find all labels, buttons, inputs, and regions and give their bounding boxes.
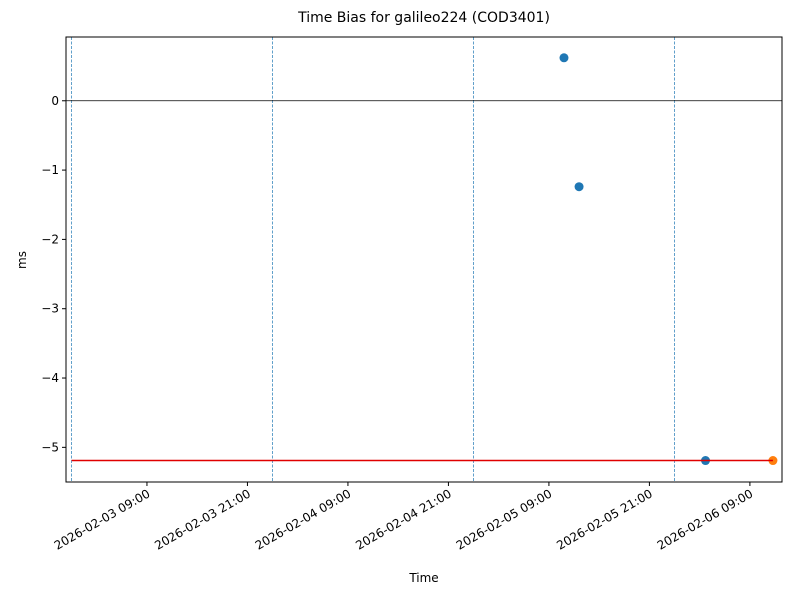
y-tick-label: −4 [41,371,59,385]
x-tick-label: 2026-02-04 21:00 [353,486,454,552]
y-tick-label: −3 [41,302,59,316]
y-tick-label: −1 [41,163,59,177]
chart-title: Time Bias for galileo224 (COD3401) [297,10,550,26]
x-tick-label: 2026-02-03 21:00 [152,486,253,552]
y-axis-label: ms [15,251,29,269]
y-tick-label: 0 [51,94,59,108]
plot-frame [65,36,783,483]
x-tick-label: 2026-02-05 09:00 [454,486,555,552]
x-tick-label: 2026-02-04 09:00 [253,486,354,552]
point [574,182,584,192]
y-tick-label: −5 [41,440,59,454]
x-tick-label: 2026-02-03 09:00 [52,486,153,552]
point [559,53,569,63]
x-axis-label: Time [408,571,438,585]
x-tick-label: 2026-02-05 21:00 [554,486,655,552]
y-tick-label: −2 [41,232,59,246]
x-tick-label: 2026-02-06 09:00 [655,486,756,552]
